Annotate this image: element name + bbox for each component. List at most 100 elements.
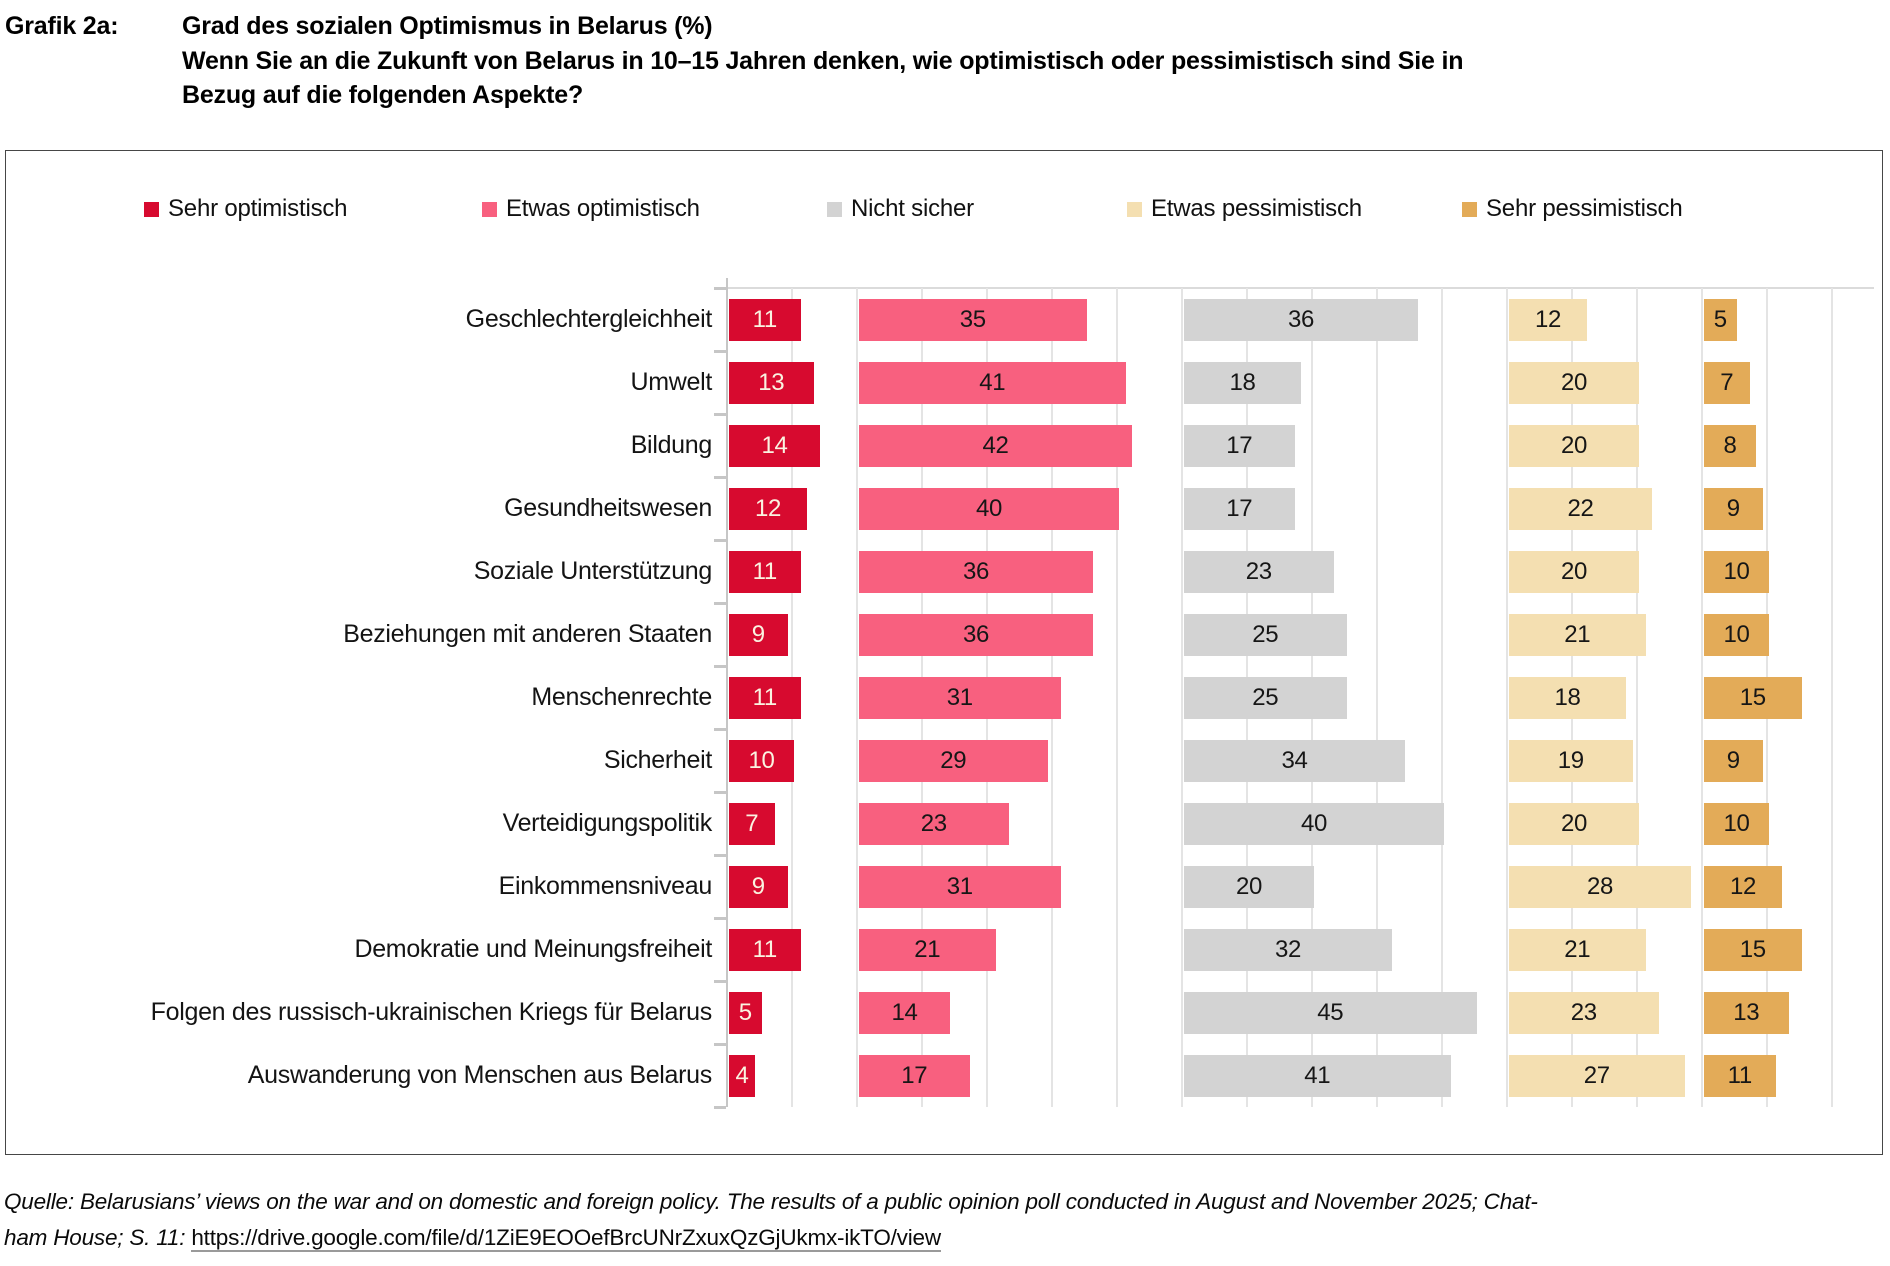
category-label: Umwelt xyxy=(630,368,712,396)
category-label: Sicherheit xyxy=(603,746,712,774)
y-axis-line xyxy=(726,288,728,1107)
bar-segment: 29 xyxy=(859,739,1048,782)
gridline xyxy=(856,288,858,1107)
axis-tick xyxy=(714,1043,726,1046)
bar-segment: 45 xyxy=(1184,991,1477,1034)
bar-segment: 32 xyxy=(1184,928,1392,971)
legend-swatch-icon xyxy=(1462,201,1477,217)
bar-value: 31 xyxy=(946,683,973,711)
bar-segment: 4 xyxy=(729,1054,755,1097)
category-label: Soziale Unterstützung xyxy=(473,557,713,585)
bar-value: 31 xyxy=(946,872,973,900)
bar-value: 23 xyxy=(1245,557,1272,585)
bar-value: 27 xyxy=(1583,1061,1610,1089)
bar-value: 15 xyxy=(1739,935,1766,963)
bar-value: 17 xyxy=(1226,494,1253,522)
source-note-line1: Quelle: Belarusians’ views on the war an… xyxy=(4,1189,1538,1214)
bar-segment: 17 xyxy=(1184,424,1295,467)
bar-value: 14 xyxy=(891,998,918,1026)
gridline xyxy=(1506,288,1508,1107)
bar-value: 36 xyxy=(1287,305,1315,333)
bar-segment: 21 xyxy=(1509,613,1646,656)
legend-label: Sehr pessimistisch xyxy=(1486,195,1683,222)
bar-value: 7 xyxy=(745,809,759,837)
bar-value: 9 xyxy=(751,620,765,648)
legend-swatch-icon xyxy=(1127,201,1142,217)
category-label: Bildung xyxy=(630,431,713,459)
bar-value: 40 xyxy=(1300,809,1328,837)
bar-segment: 35 xyxy=(859,298,1087,341)
bar-value: 7 xyxy=(1720,368,1734,396)
figure-number-label: Grafik 2a: xyxy=(5,12,119,40)
bar-value: 10 xyxy=(748,746,775,774)
bar-value: 9 xyxy=(1726,494,1740,522)
legend-item: Sehr optimistisch xyxy=(144,195,348,223)
bar-segment: 13 xyxy=(1704,991,1789,1034)
bar-value: 17 xyxy=(901,1061,928,1089)
bar-segment: 10 xyxy=(1704,550,1769,593)
bar-value: 20 xyxy=(1560,557,1588,585)
bar-segment: 36 xyxy=(859,550,1093,593)
gridline xyxy=(1376,288,1378,1107)
bar-value: 23 xyxy=(920,809,947,837)
category-label: Demokratie und Meinungsfreiheit xyxy=(354,935,712,963)
bar-segment: 18 xyxy=(1509,676,1626,719)
bar-value: 11 xyxy=(752,935,778,963)
category-label: Verteidigungspolitik xyxy=(502,809,713,837)
axis-tick xyxy=(714,791,726,794)
bar-value: 5 xyxy=(738,998,752,1026)
bar-segment: 21 xyxy=(1509,928,1646,971)
bar-value: 10 xyxy=(1723,809,1750,837)
bar-segment: 19 xyxy=(1509,739,1633,782)
bar-segment: 12 xyxy=(1704,865,1782,908)
axis-tick xyxy=(714,287,726,290)
bar-value: 28 xyxy=(1586,872,1614,900)
bar-segment: 8 xyxy=(1704,424,1756,467)
bar-segment: 23 xyxy=(1509,991,1659,1034)
bar-value: 17 xyxy=(1226,431,1253,459)
bar-segment: 10 xyxy=(729,739,794,782)
bar-value: 36 xyxy=(962,557,990,585)
plot-area: Geschlechtergleichheit 11 35 36 12 5 Umwelt 13 4… xyxy=(6,151,1882,1154)
bar-value: 11 xyxy=(1727,1061,1753,1089)
bar-value: 9 xyxy=(1726,746,1740,774)
legend-label: Sehr optimistisch xyxy=(168,195,348,222)
axis-tick xyxy=(714,1106,726,1109)
bar-value: 36 xyxy=(962,620,990,648)
bar-value: 11 xyxy=(752,683,778,711)
bar-value: 23 xyxy=(1570,998,1597,1026)
axis-tick xyxy=(714,413,726,416)
bar-value: 13 xyxy=(758,368,785,396)
bar-segment: 36 xyxy=(1184,298,1418,341)
legend-item: Etwas optimistisch xyxy=(482,195,700,223)
bar-value: 11 xyxy=(752,557,778,585)
legend-item: Sehr pessimistisch xyxy=(1462,195,1683,223)
category-label: Gesundheitswesen xyxy=(504,494,712,522)
bar-segment: 23 xyxy=(859,802,1009,845)
bar-segment: 20 xyxy=(1509,424,1639,467)
bar-value: 14 xyxy=(761,431,788,459)
bar-segment: 14 xyxy=(859,991,950,1034)
source-link[interactable]: https://drive.google.com/file/d/1ZiE9EOO… xyxy=(191,1225,941,1252)
legend-item: Etwas pessimistisch xyxy=(1127,195,1362,223)
bar-value: 22 xyxy=(1567,494,1594,522)
axis-tick xyxy=(714,602,726,605)
bar-value: 41 xyxy=(1304,1061,1331,1089)
bar-segment: 22 xyxy=(1509,487,1652,530)
gridline xyxy=(1831,288,1833,1107)
bar-value: 12 xyxy=(1534,305,1562,333)
bar-value: 8 xyxy=(1723,431,1737,459)
bar-value: 13 xyxy=(1733,998,1760,1026)
category-label: Einkommensniveau xyxy=(498,872,713,900)
bar-segment: 23 xyxy=(1184,550,1334,593)
bar-segment: 40 xyxy=(859,487,1119,530)
gridline xyxy=(1701,288,1703,1107)
bar-segment: 17 xyxy=(1184,487,1295,530)
bar-segment: 9 xyxy=(1704,487,1763,530)
bar-segment: 31 xyxy=(859,676,1061,719)
bar-segment: 10 xyxy=(1704,802,1769,845)
bar-value: 21 xyxy=(1564,620,1591,648)
bar-segment: 34 xyxy=(1184,739,1405,782)
bar-segment: 9 xyxy=(729,865,788,908)
bar-value: 12 xyxy=(1729,872,1757,900)
